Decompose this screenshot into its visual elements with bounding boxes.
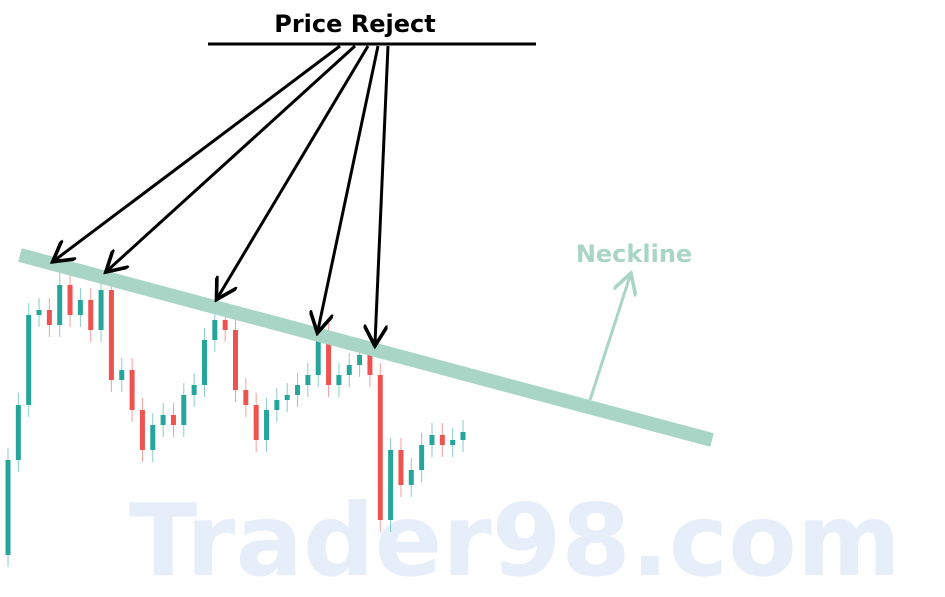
arrow <box>318 45 380 330</box>
candle-body <box>26 315 32 405</box>
candle-body <box>108 290 114 380</box>
candle-body <box>57 285 63 325</box>
candle-body <box>15 405 21 460</box>
candle-body <box>336 375 342 385</box>
title: Price Reject <box>274 10 435 38</box>
candle-body <box>357 355 363 365</box>
candle-body <box>315 335 321 375</box>
candle-body <box>305 375 311 385</box>
candle-body <box>5 460 11 555</box>
arrow <box>375 45 390 343</box>
candle-body <box>388 450 394 520</box>
candle-body <box>191 385 197 395</box>
candle-body <box>119 370 125 380</box>
candle-body <box>439 435 445 445</box>
candle-body <box>181 395 187 425</box>
candle-body <box>377 375 383 520</box>
candle-body <box>201 340 207 385</box>
candle-body <box>150 425 156 450</box>
candle-body <box>460 432 466 440</box>
candle-body <box>326 335 332 385</box>
candle-body <box>450 440 456 445</box>
candle-body <box>398 450 404 485</box>
arrow <box>55 44 341 260</box>
candles <box>5 273 466 567</box>
candle-body <box>429 435 435 445</box>
candle-body <box>46 310 52 325</box>
candle-body <box>170 415 176 425</box>
candle-body <box>160 415 166 425</box>
candle-body <box>88 300 94 330</box>
neckline-pointer <box>588 276 630 401</box>
candle-body <box>77 300 83 315</box>
arrow <box>108 44 357 270</box>
candle-body <box>367 355 373 375</box>
arrow <box>218 45 370 297</box>
candle-body <box>243 390 249 405</box>
candle-body <box>233 330 238 390</box>
candle-body <box>284 395 290 400</box>
candle-body <box>222 320 228 330</box>
candle-body <box>253 405 259 440</box>
watermark: Trader98.com <box>129 482 901 597</box>
candle-body <box>274 400 280 410</box>
neckline-label: Neckline <box>576 240 692 268</box>
candle-body <box>419 445 425 470</box>
candle-body <box>408 470 414 485</box>
candle-body <box>212 320 218 340</box>
candle-body <box>98 290 104 330</box>
reject-arrows <box>55 44 390 343</box>
candle-body <box>129 370 135 410</box>
candle-body <box>36 310 42 315</box>
candle-body <box>67 285 73 315</box>
candle-body <box>295 385 301 395</box>
candle-body <box>264 410 270 440</box>
candle-body <box>139 410 145 450</box>
candle-body <box>346 365 352 375</box>
